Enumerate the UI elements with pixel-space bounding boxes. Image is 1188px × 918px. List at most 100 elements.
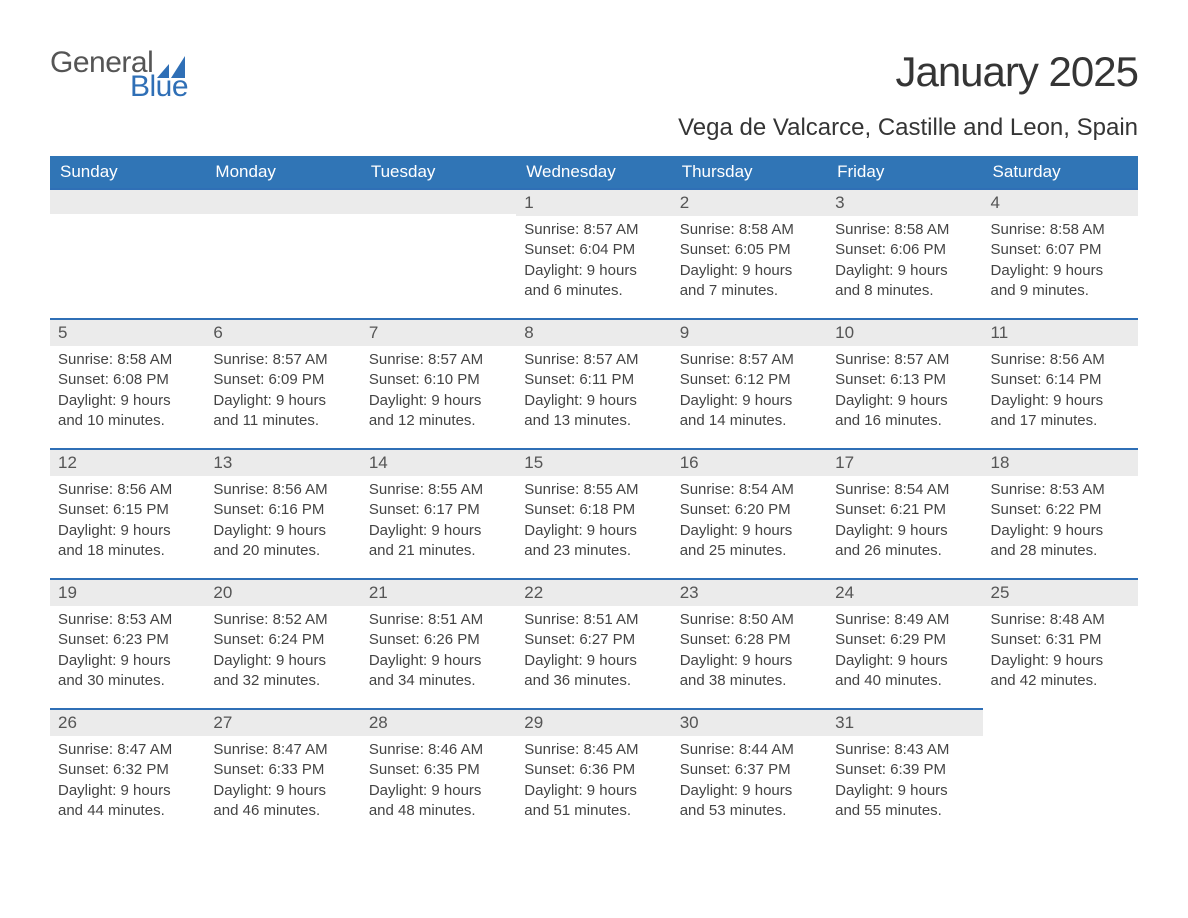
sunrise-line: Sunrise: 8:53 AM (991, 480, 1130, 500)
sunset-label: Sunset: (524, 761, 579, 778)
calendar-cell: 9Sunrise: 8:57 AMSunset: 6:12 PMDaylight… (672, 318, 827, 448)
daylight-label: Daylight: (991, 392, 1054, 409)
sunset-line: Sunset: 6:10 PM (369, 370, 508, 390)
sunrise-line: Sunrise: 8:48 AM (991, 610, 1130, 630)
sunrise-label: Sunrise: (213, 611, 272, 628)
sunrise-label: Sunrise: (835, 221, 894, 238)
daylight-label: Daylight: (835, 262, 898, 279)
sunset-label: Sunset: (680, 501, 735, 518)
sunrise-label: Sunrise: (524, 611, 583, 628)
day-number: 4 (983, 188, 1138, 216)
sunrise-value: 8:57 AM (894, 351, 949, 368)
empty-day-header (50, 188, 205, 214)
daylight-label: Daylight: (369, 392, 432, 409)
daylight-label: Daylight: (58, 652, 121, 669)
sunset-label: Sunset: (524, 631, 579, 648)
day-header: Saturday (983, 156, 1138, 188)
sunrise-value: 8:53 AM (117, 611, 172, 628)
daylight-label: Daylight: (369, 782, 432, 799)
day-content: Sunrise: 8:57 AMSunset: 6:13 PMDaylight:… (827, 346, 982, 431)
day-number: 29 (516, 708, 671, 736)
sunset-line: Sunset: 6:32 PM (58, 760, 197, 780)
daylight-label: Daylight: (524, 782, 587, 799)
sunset-line: Sunset: 6:26 PM (369, 630, 508, 650)
day-content: Sunrise: 8:56 AMSunset: 6:14 PMDaylight:… (983, 346, 1138, 431)
empty-day-header (361, 188, 516, 214)
sunrise-line: Sunrise: 8:58 AM (680, 220, 819, 240)
day-number: 17 (827, 448, 982, 476)
sunrise-line: Sunrise: 8:46 AM (369, 740, 508, 760)
day-number: 13 (205, 448, 360, 476)
sunrise-label: Sunrise: (835, 611, 894, 628)
sunset-value: 6:04 PM (579, 241, 635, 258)
sunrise-value: 8:49 AM (894, 611, 949, 628)
sunset-value: 6:11 PM (579, 371, 634, 388)
day-number: 11 (983, 318, 1138, 346)
sunrise-label: Sunrise: (524, 741, 583, 758)
sunrise-label: Sunrise: (680, 741, 739, 758)
sunrise-label: Sunrise: (991, 351, 1050, 368)
sunrise-value: 8:44 AM (739, 741, 794, 758)
daylight-label: Daylight: (213, 392, 276, 409)
sunset-value: 6:15 PM (113, 501, 169, 518)
daylight-label: Daylight: (991, 262, 1054, 279)
daylight-line: Daylight: 9 hours and 26 minutes. (835, 521, 974, 562)
sunset-label: Sunset: (991, 371, 1046, 388)
daylight-label: Daylight: (524, 652, 587, 669)
sunrise-label: Sunrise: (213, 481, 272, 498)
sunset-value: 6:22 PM (1046, 501, 1102, 518)
day-header: Wednesday (516, 156, 671, 188)
daylight-line: Daylight: 9 hours and 46 minutes. (213, 781, 352, 822)
daylight-line: Daylight: 9 hours and 8 minutes. (835, 261, 974, 302)
calendar-cell: 22Sunrise: 8:51 AMSunset: 6:27 PMDayligh… (516, 578, 671, 708)
day-number: 14 (361, 448, 516, 476)
daylight-line: Daylight: 9 hours and 23 minutes. (524, 521, 663, 562)
sunset-line: Sunset: 6:31 PM (991, 630, 1130, 650)
sunrise-value: 8:54 AM (739, 481, 794, 498)
day-content: Sunrise: 8:58 AMSunset: 6:08 PMDaylight:… (50, 346, 205, 431)
day-content: Sunrise: 8:53 AMSunset: 6:23 PMDaylight:… (50, 606, 205, 691)
day-content: Sunrise: 8:48 AMSunset: 6:31 PM Daylight:… (983, 606, 1138, 691)
sunrise-value: 8:48 AM (1050, 611, 1105, 628)
sunset-label: Sunset: (524, 501, 579, 518)
sunrise-value: 8:45 AM (583, 741, 638, 758)
day-content: Sunrise: 8:57 AMSunset: 6:09 PMDaylight:… (205, 346, 360, 431)
day-number: 19 (50, 578, 205, 606)
daylight-label: Daylight: (991, 652, 1054, 669)
logo-word2: Blue (130, 72, 188, 102)
sunrise-label: Sunrise: (524, 481, 583, 498)
daylight-line: Daylight: 9 hours and 7 minutes. (680, 261, 819, 302)
sunset-value: 6:21 PM (890, 501, 946, 518)
day-number: 12 (50, 448, 205, 476)
day-content: Sunrise: 8:57 AMSunset: 6:10 PM Daylight:… (361, 346, 516, 431)
sunset-label: Sunset: (369, 761, 424, 778)
day-number: 31 (827, 708, 982, 736)
daylight-line: Daylight: 9 hours and 28 minutes. (991, 521, 1130, 562)
sunrise-value: 8:54 AM (894, 481, 949, 498)
day-header: Sunday (50, 156, 205, 188)
day-content: Sunrise: 8:55 AMSunset: 6:17 PMDaylight:… (361, 476, 516, 561)
day-number: 16 (672, 448, 827, 476)
sunrise-value: 8:57 AM (583, 221, 638, 238)
sunset-value: 6:27 PM (579, 631, 635, 648)
daylight-line: Daylight: 9 hours and 21 minutes. (369, 521, 508, 562)
sunset-label: Sunset: (58, 761, 113, 778)
day-content: Sunrise: 8:56 AMSunset: 6:15 PMDaylight:… (50, 476, 205, 561)
sunrise-label: Sunrise: (369, 741, 428, 758)
sunrise-label: Sunrise: (991, 221, 1050, 238)
day-content: Sunrise: 8:45 AMSunset: 6:36 PMDaylight:… (516, 736, 671, 821)
daylight-line: Daylight: 9 hours and 44 minutes. (58, 781, 197, 822)
daylight-line: Daylight: 9 hours and 13 minutes. (524, 391, 663, 432)
daylight-label: Daylight: (835, 522, 898, 539)
sunrise-label: Sunrise: (58, 741, 117, 758)
calendar-cell: 16Sunrise: 8:54 AMSunset: 6:20 PMDayligh… (672, 448, 827, 578)
sunset-label: Sunset: (213, 371, 268, 388)
sunrise-line: Sunrise: 8:57 AM (369, 350, 508, 370)
day-number: 24 (827, 578, 982, 606)
sunset-value: 6:08 PM (113, 371, 169, 388)
calendar-cell: 4Sunrise: 8:58 AMSunset: 6:07 PMDaylight… (983, 188, 1138, 318)
sunrise-line: Sunrise: 8:53 AM (58, 610, 197, 630)
sunrise-line: Sunrise: 8:57 AM (524, 350, 663, 370)
sunrise-line: Sunrise: 8:49 AM (835, 610, 974, 630)
sunset-line: Sunset: 6:09 PM (213, 370, 352, 390)
